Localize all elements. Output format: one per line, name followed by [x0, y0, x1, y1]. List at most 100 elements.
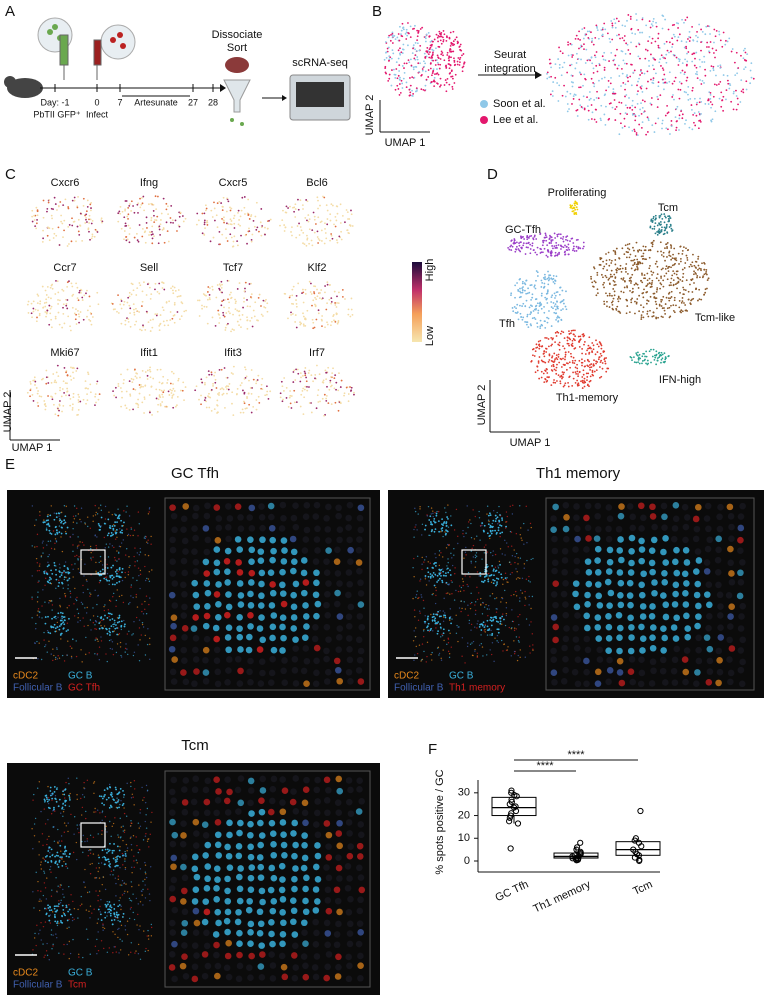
- cell-dot: [29, 395, 31, 398]
- spot: [103, 536, 106, 539]
- spot: [323, 569, 331, 576]
- cell-dot: [668, 265, 671, 268]
- cell-dot: [402, 26, 405, 29]
- cell-dot: [171, 370, 173, 373]
- cell-dot: [139, 206, 142, 209]
- cell-dot: [712, 95, 715, 98]
- cell-dot: [446, 54, 449, 56]
- cell-dot: [142, 325, 145, 328]
- cell-dot: [294, 379, 297, 381]
- cell-dot: [300, 393, 303, 396]
- cell-dot: [600, 29, 603, 31]
- cell-dot: [201, 307, 203, 310]
- cell-dot: [560, 309, 563, 312]
- spot: [280, 667, 287, 675]
- spot: [144, 537, 147, 540]
- spot: [291, 655, 299, 663]
- cell-dot: [69, 397, 72, 400]
- cell-dot: [591, 373, 594, 376]
- cell-dot: [51, 398, 54, 401]
- cell-dot: [687, 99, 690, 101]
- cell-dot: [654, 300, 657, 303]
- spot: [56, 648, 58, 650]
- cell-dot: [219, 285, 222, 287]
- spot: [314, 600, 322, 608]
- cell-dot: [148, 234, 150, 236]
- cell-dot: [700, 49, 702, 52]
- cell-dot: [536, 253, 538, 256]
- cell-dot: [90, 201, 93, 204]
- cell-dot: [597, 97, 600, 100]
- cell-dot: [567, 253, 570, 256]
- cell-dot: [334, 304, 337, 306]
- cell-dot: [216, 202, 219, 205]
- cell-dot: [637, 287, 640, 289]
- cell-dot: [141, 370, 144, 372]
- cell-dot: [656, 224, 659, 227]
- spot: [77, 536, 79, 538]
- cell-dot: [606, 269, 609, 271]
- cell-dot: [655, 277, 658, 280]
- cell-dot: [324, 369, 327, 372]
- cell-dot: [660, 54, 663, 57]
- cell-dot: [621, 247, 624, 250]
- cell-dot: [556, 317, 558, 319]
- spot: [213, 591, 221, 598]
- spot: [94, 628, 96, 630]
- cell-dot: [137, 240, 140, 243]
- cell-dot: [210, 409, 213, 412]
- cell-dot: [49, 312, 52, 315]
- spot: [246, 633, 253, 641]
- cell-dot: [595, 294, 598, 297]
- cell-dot: [50, 381, 53, 384]
- cell-dot: [640, 85, 643, 87]
- cell-dot: [660, 298, 662, 301]
- cell-dot: [617, 64, 620, 67]
- cell-dot: [637, 250, 640, 253]
- cell-dot: [62, 303, 65, 306]
- cell-dot: [606, 32, 609, 35]
- cell-dot: [546, 302, 549, 304]
- cell-dot: [46, 207, 49, 210]
- cell-dot: [320, 229, 323, 232]
- cell-dot: [131, 381, 134, 384]
- cell-dot: [244, 281, 247, 284]
- spot: [248, 569, 256, 577]
- cell-dot: [539, 304, 542, 307]
- cell-dot: [555, 354, 558, 357]
- cell-dot: [82, 398, 85, 401]
- cell-dot: [745, 80, 748, 83]
- cell-dot: [677, 252, 680, 255]
- spot: [76, 545, 79, 547]
- cell-dot: [593, 266, 595, 269]
- cell-dot: [571, 339, 574, 342]
- cell-dot: [452, 44, 454, 47]
- spot: [236, 569, 244, 576]
- cell-dot: [67, 207, 70, 210]
- cell-dot: [205, 400, 207, 403]
- cell-dot: [513, 306, 516, 308]
- cell-dot: [89, 312, 92, 314]
- cell-dot: [63, 367, 66, 369]
- spot: [82, 584, 84, 587]
- cell-dot: [596, 29, 599, 32]
- cell-dot: [218, 283, 221, 286]
- cell-dot: [547, 361, 550, 363]
- cell-dot: [172, 292, 175, 295]
- cell-dot: [453, 59, 456, 62]
- cell-dot: [677, 281, 680, 284]
- cell-dot: [562, 331, 565, 334]
- spot: [234, 503, 242, 510]
- spot: [256, 625, 264, 632]
- cell-dot: [143, 209, 145, 212]
- cell-dot: [656, 287, 659, 289]
- cell-dot: [317, 312, 320, 315]
- spot: [107, 556, 110, 558]
- cell-dot: [402, 28, 405, 31]
- cell-dot: [391, 49, 394, 52]
- cell-dot: [75, 308, 77, 311]
- cell-dot: [598, 64, 601, 66]
- cell-dot: [646, 291, 649, 293]
- cell-dot: [106, 579, 109, 582]
- cell-dot: [398, 64, 401, 66]
